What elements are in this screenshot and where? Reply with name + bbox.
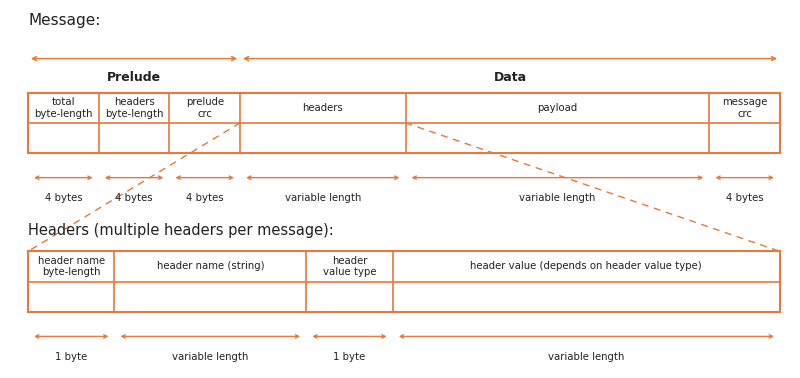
Text: header
value type: header value type [322,256,376,277]
Text: variable length: variable length [548,352,625,362]
Text: 4 bytes: 4 bytes [115,194,153,203]
Text: headers: headers [302,103,343,113]
Text: variable length: variable length [519,194,595,203]
Bar [28,251,780,312]
Text: message
crc: message crc [722,97,767,119]
Text: payload: payload [538,103,578,113]
Text: 1 byte: 1 byte [334,352,366,362]
Text: Headers (multiple headers per message):: Headers (multiple headers per message): [28,223,334,238]
Text: prelude
crc: prelude crc [186,97,224,119]
Text: 1 byte: 1 byte [55,352,87,362]
Text: Prelude: Prelude [107,71,161,84]
Text: header name
byte-length: header name byte-length [38,256,105,277]
Text: 4 bytes: 4 bytes [45,194,82,203]
Text: Message:: Message: [28,13,100,28]
Text: variable length: variable length [285,194,361,203]
Text: header value (depends on header value type): header value (depends on header value ty… [470,262,702,271]
Text: total
byte-length: total byte-length [34,97,93,119]
Text: 4 bytes: 4 bytes [726,194,763,203]
Text: 4 bytes: 4 bytes [186,194,223,203]
Text: headers
byte-length: headers byte-length [105,97,163,119]
Text: Data: Data [494,71,526,84]
Text: variable length: variable length [172,352,249,362]
Text: header name (string): header name (string) [157,262,264,271]
Bar [28,93,780,153]
